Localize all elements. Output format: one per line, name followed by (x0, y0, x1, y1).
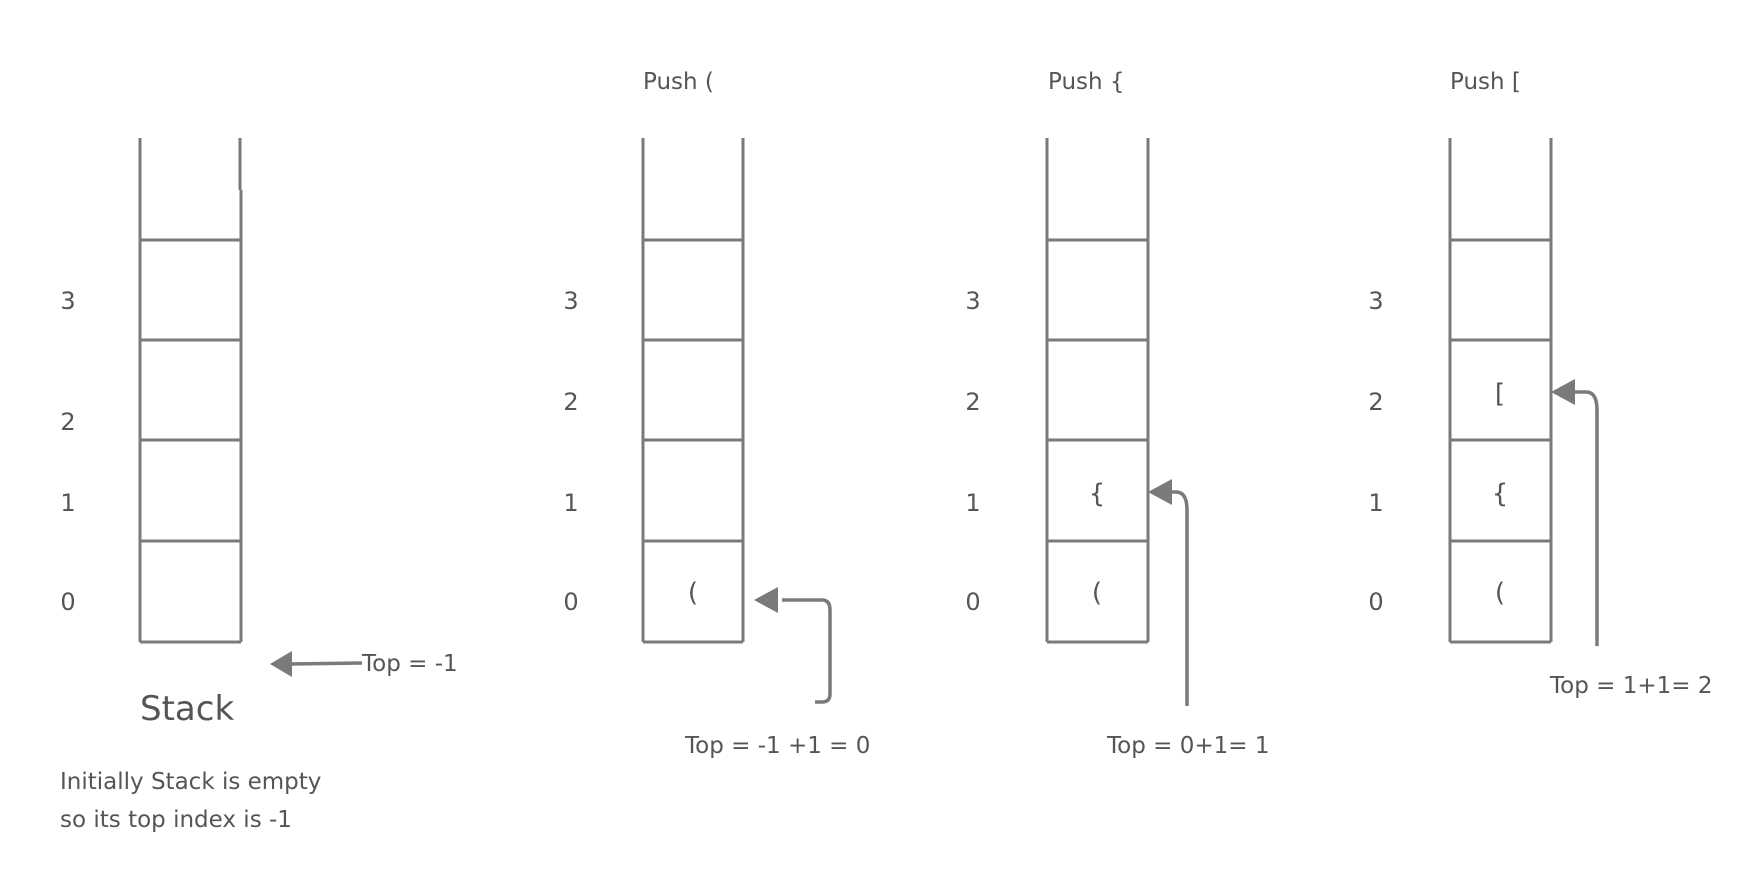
index-label-3: 3 (60, 287, 75, 315)
push-heading: Push [ (1450, 69, 1521, 95)
index-label-1: 1 (563, 489, 578, 517)
stack-cell-0-value: ( (1495, 578, 1505, 608)
stack-panel-empty: 3 2 1 0 Top = -1 Stack Initially Stack i… (60, 138, 458, 833)
stack-outline (1045, 138, 1150, 644)
top-label: Top = -1 +1 = 0 (684, 733, 870, 759)
top-label: Top = -1 (361, 651, 458, 677)
index-label-1: 1 (60, 489, 75, 517)
caption-line-2: so its top index is -1 (60, 807, 292, 833)
stack-cell-2-value: [ (1495, 379, 1505, 409)
stack-panel-push-brace: Push { { ( 3 2 1 0 Top = 0+1= 1 (965, 69, 1269, 759)
stack-panel-push-bracket: Push [ [ { ( 3 2 1 0 Top = 1+1= 2 (1368, 69, 1712, 699)
stack-cell-0-value: ( (688, 578, 698, 608)
index-label-2: 2 (563, 388, 578, 416)
stack-outline (1448, 138, 1553, 644)
index-label-3: 3 (1368, 287, 1383, 315)
caption-line-1: Initially Stack is empty (60, 769, 321, 795)
stack-cell-1-value: { (1492, 479, 1509, 509)
stack-panel-push-paren: Push ( ( 3 2 1 0 Top = -1 +1 = 0 (563, 69, 870, 759)
index-label-0: 0 (1368, 588, 1383, 616)
top-pointer-arrow (754, 587, 832, 704)
index-label-2: 2 (1368, 388, 1383, 416)
index-label-0: 0 (965, 588, 980, 616)
top-pointer-arrow (1148, 479, 1189, 706)
top-pointer-arrow (270, 651, 363, 677)
index-label-3: 3 (563, 287, 578, 315)
index-label-1: 1 (965, 489, 980, 517)
stack-title: Stack (140, 689, 234, 729)
top-pointer-arrow (1551, 379, 1599, 646)
index-label-0: 0 (60, 588, 75, 616)
index-label-2: 2 (60, 408, 75, 436)
top-label: Top = 0+1= 1 (1106, 733, 1269, 759)
stack-outline (138, 138, 243, 644)
index-label-0: 0 (563, 588, 578, 616)
index-label-2: 2 (965, 388, 980, 416)
top-label: Top = 1+1= 2 (1549, 673, 1712, 699)
index-label-1: 1 (1368, 489, 1383, 517)
push-heading: Push ( (643, 69, 714, 95)
push-heading: Push { (1048, 69, 1125, 95)
stack-cell-0-value: ( (1092, 578, 1102, 608)
index-label-3: 3 (965, 287, 980, 315)
stack-outline (641, 138, 745, 644)
stack-cell-1-value: { (1089, 479, 1106, 509)
